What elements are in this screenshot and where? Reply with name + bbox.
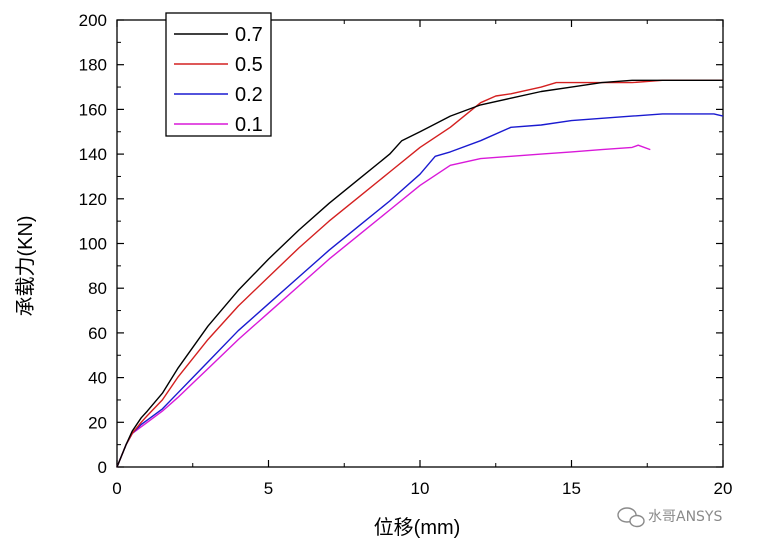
x-tick-label: 0: [112, 479, 121, 498]
y-axis-title: 承载力(KN): [14, 215, 37, 316]
y-tick-label: 180: [79, 56, 107, 75]
y-tick-label: 20: [88, 413, 107, 432]
y-tick-label: 0: [98, 458, 107, 477]
y-tick-label: 200: [79, 11, 107, 30]
series-lines: [116, 79, 724, 468]
series-line-0-2: [116, 113, 724, 468]
series-line-0-7: [116, 79, 723, 468]
y-tick-label: 40: [88, 369, 107, 388]
legend-label: 0.2: [235, 84, 263, 106]
y-tick-label: 80: [88, 279, 107, 298]
x-tick-label: 15: [562, 479, 581, 498]
x-tick-label: 5: [264, 479, 273, 498]
watermark-text: 水哥ANSYS: [648, 509, 722, 525]
legend-label: 0.1: [235, 114, 263, 136]
watermark: 水哥ANSYS: [617, 507, 722, 528]
x-axis-title: 位移(mm): [374, 516, 461, 539]
x-tick-label: 20: [714, 479, 733, 498]
legend: 0.7 0.5 0.2 0.1: [165, 12, 272, 137]
legend-label: 0.5: [235, 54, 263, 76]
series-line-0-1: [116, 144, 651, 468]
y-tick-label: 140: [79, 145, 107, 164]
series-line-0-5: [116, 79, 723, 468]
y-tick-label: 160: [79, 100, 107, 119]
y-tick-label: 100: [79, 235, 107, 254]
legend-label: 0.7: [235, 24, 263, 46]
y-tick-label: 60: [88, 324, 107, 343]
y-tick-label: 120: [79, 190, 107, 209]
x-tick-label: 10: [411, 479, 430, 498]
wechat-bubble-icon: [617, 507, 645, 528]
